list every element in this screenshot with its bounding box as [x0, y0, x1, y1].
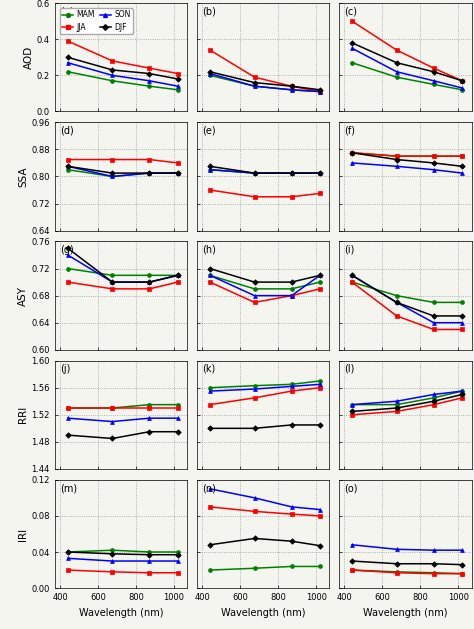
Y-axis label: SSA: SSA: [18, 166, 28, 187]
Text: (m): (m): [60, 483, 77, 493]
Text: (j): (j): [60, 364, 70, 374]
Text: (n): (n): [202, 483, 216, 493]
X-axis label: Wavelength (nm): Wavelength (nm): [221, 608, 305, 618]
Legend: MAM, JJA, SON, DJF: MAM, JJA, SON, DJF: [60, 8, 133, 35]
Text: (c): (c): [344, 6, 357, 16]
Text: (d): (d): [60, 126, 73, 136]
X-axis label: Wavelength (nm): Wavelength (nm): [79, 608, 163, 618]
Text: (l): (l): [344, 364, 355, 374]
Text: (e): (e): [202, 126, 216, 136]
Text: (h): (h): [202, 245, 216, 255]
Y-axis label: IRI: IRI: [18, 527, 28, 540]
Text: (o): (o): [344, 483, 357, 493]
Text: (f): (f): [344, 126, 355, 136]
Y-axis label: ASY: ASY: [18, 286, 28, 306]
Text: (k): (k): [202, 364, 215, 374]
Text: (b): (b): [202, 6, 216, 16]
X-axis label: Wavelength (nm): Wavelength (nm): [363, 608, 447, 618]
Text: (i): (i): [344, 245, 355, 255]
Text: (g): (g): [60, 245, 73, 255]
Y-axis label: AOD: AOD: [24, 46, 34, 69]
Y-axis label: RRI: RRI: [18, 406, 28, 423]
Text: (a): (a): [60, 6, 73, 16]
